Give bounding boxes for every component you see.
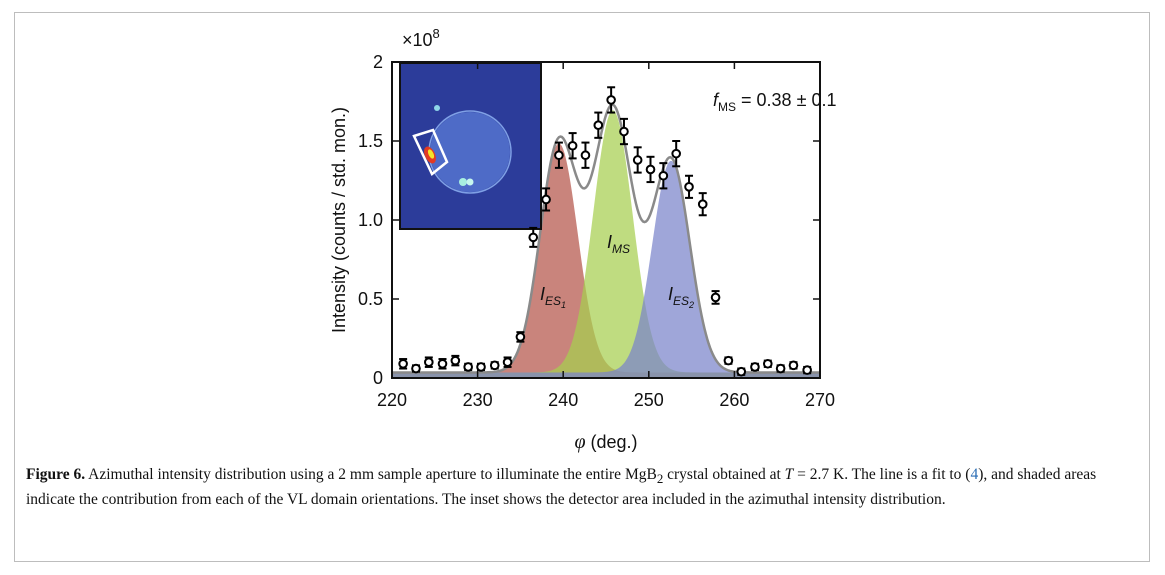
- data-point: [542, 196, 550, 204]
- data-point: [790, 362, 798, 370]
- y-tick-label: 1.0: [358, 210, 383, 230]
- fit-annotation: fMS = 0.38 ± 0.1: [713, 90, 836, 114]
- data-point: [452, 357, 460, 365]
- data-point: [647, 166, 655, 174]
- annotation-subscript: MS: [718, 100, 736, 114]
- label-subsubscript: 2: [688, 300, 694, 310]
- data-point: [491, 362, 499, 370]
- data-point: [517, 333, 525, 341]
- inset-image: [400, 63, 541, 229]
- x-label-unit: (deg.): [591, 432, 638, 452]
- data-point: [634, 156, 642, 164]
- data-point: [737, 368, 745, 376]
- x-tick-label: 220: [377, 390, 407, 410]
- data-point: [725, 357, 733, 365]
- data-point: [751, 363, 759, 371]
- data-point: [607, 96, 615, 104]
- caption: Figure 6. Azimuthal intensity distributi…: [26, 464, 1136, 510]
- caption-text: = 2.7 K. The line is a fit to (: [793, 466, 970, 483]
- x-tick-label: 230: [463, 390, 493, 410]
- y-tick-label: 2: [373, 52, 383, 72]
- y-axis-label: Intensity (counts / std. mon.): [329, 107, 349, 333]
- data-point: [712, 294, 720, 302]
- x-axis-label: φ (deg.): [574, 431, 637, 453]
- data-point: [477, 363, 485, 371]
- x-tick-label: 250: [634, 390, 664, 410]
- data-point: [569, 142, 577, 150]
- x-label-symbol: φ: [574, 431, 585, 453]
- y-tick-label: 0: [373, 368, 383, 388]
- data-point: [529, 234, 537, 242]
- x-tick-label: 270: [805, 390, 835, 410]
- data-point: [803, 366, 811, 374]
- multiplier-base: ×10: [402, 30, 433, 50]
- data-point: [777, 365, 785, 373]
- label-subsubscript: 1: [561, 300, 566, 310]
- data-point: [425, 358, 433, 366]
- x-tick-label: 240: [548, 390, 578, 410]
- data-point: [399, 360, 407, 368]
- x-tick-label: 260: [719, 390, 749, 410]
- data-point: [555, 151, 563, 159]
- caption-text: Azimuthal intensity distribution using a…: [85, 466, 657, 483]
- data-point: [582, 151, 590, 159]
- data-point: [412, 365, 420, 373]
- caption-variable: T: [785, 466, 794, 483]
- data-point: [699, 200, 707, 208]
- data-point: [764, 360, 772, 368]
- data-point: [594, 121, 602, 129]
- data-point: [660, 172, 668, 180]
- data-point: [464, 363, 472, 371]
- caption-label: Figure 6.: [26, 466, 85, 483]
- data-point: [685, 183, 693, 191]
- data-point: [439, 360, 447, 368]
- annotation-text: = 0.38 ± 0.1: [736, 90, 836, 110]
- y-tick-label: 1.5: [358, 131, 383, 151]
- y-tick-label: 0.5: [358, 289, 383, 309]
- multiplier-exponent: 8: [433, 26, 440, 41]
- data-point: [620, 128, 628, 136]
- data-point: [504, 358, 512, 366]
- page: IES1IMSIES222023024025026027000.51.01.52…: [0, 0, 1165, 575]
- data-point: [672, 150, 680, 158]
- label-subscript: ES: [673, 294, 689, 308]
- y-scale-multiplier: ×108: [402, 26, 440, 50]
- label-subscript: MS: [612, 242, 630, 256]
- label-subscript: ES: [545, 294, 561, 308]
- caption-text: crystal obtained at: [663, 466, 784, 483]
